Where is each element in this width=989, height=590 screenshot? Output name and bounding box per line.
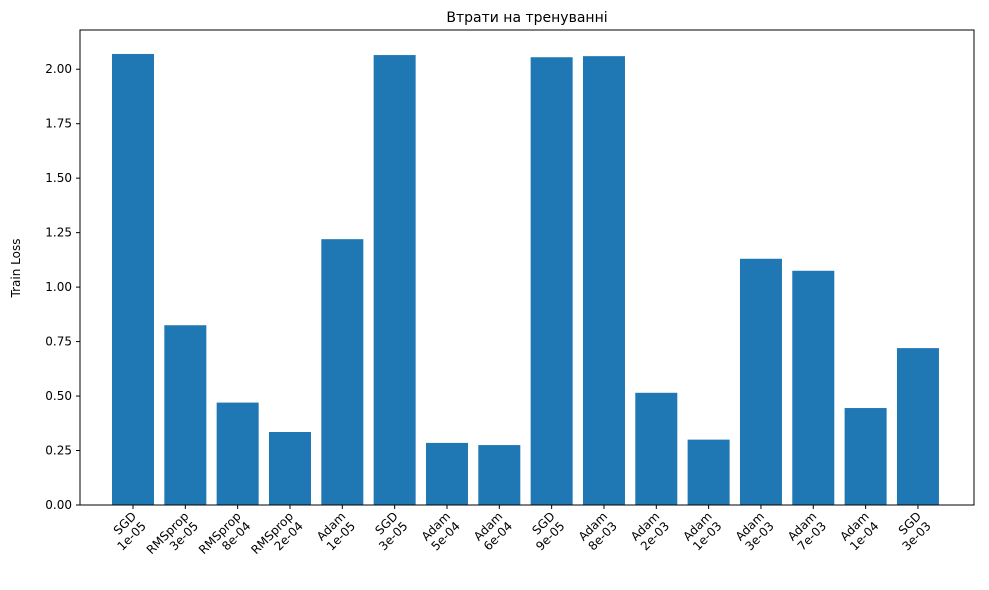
x-tick-label-4: Adam1e-05 (314, 509, 358, 553)
y-tick-label-7: 1.75 (45, 117, 72, 131)
x-tick-label-14: Adam1e-04 (837, 509, 881, 553)
y-tick-label-0: 0.00 (45, 498, 72, 512)
x-tick-label-15: SGD3e-03 (890, 509, 934, 553)
bar-6 (425, 442, 468, 505)
x-tick-label-10: Adam2e-03 (628, 509, 672, 553)
y-axis-ticks: 0.00 0.25 0.50 0.75 1.00 1.25 1.50 1.75 2.00 (45, 62, 80, 512)
bar-1 (164, 325, 207, 505)
bar-15 (896, 348, 939, 505)
bars-group (112, 53, 939, 506)
y-tick-label-1: 0.25 (45, 444, 72, 458)
x-tick-label-8: SGD9e-05 (523, 509, 567, 553)
bar-0 (112, 53, 154, 505)
x-tick-label-5: SGD3e-05 (366, 509, 410, 553)
x-tick-label-12: Adam3e-03 (733, 509, 777, 553)
y-tick-label-8: 2.00 (45, 62, 72, 76)
chart-title: Втрати на тренуванні (446, 10, 607, 26)
bar-7 (478, 445, 521, 505)
bar-13 (792, 270, 835, 505)
y-tick-label-4: 1.00 (45, 280, 72, 294)
bar-9 (582, 56, 625, 506)
x-tick-label-1: RMSprop3e-05 (144, 509, 202, 567)
y-axis-label: Train Loss (9, 239, 23, 299)
y-tick-label-3: 0.75 (45, 335, 72, 349)
x-tick-label-13: Adam7e-03 (785, 509, 829, 553)
x-tick-label-0: SGD1e-05 (105, 509, 149, 553)
x-tick-label-6: Adam5e-04 (419, 509, 463, 553)
bar-14 (844, 408, 887, 505)
x-tick-label-2: RMSprop8e-04 (196, 509, 254, 567)
bar-11 (687, 439, 730, 505)
x-tick-label-7: Adam6e-04 (471, 509, 515, 553)
x-tick-label-3: RMSprop2e-04 (248, 509, 306, 567)
y-tick-label-2: 0.50 (45, 389, 72, 403)
y-tick-label-5: 1.25 (45, 226, 72, 240)
x-tick-label-9: Adam8e-03 (576, 509, 620, 553)
bar-5 (373, 55, 416, 506)
bar-10 (635, 392, 678, 505)
bar-8 (530, 57, 573, 506)
bar-2 (216, 402, 259, 505)
y-tick-label-6: 1.50 (45, 171, 72, 185)
x-axis-ticks: SGD1e-05RMSprop3e-05RMSprop8e-04RMSprop2… (105, 505, 934, 567)
plot-frame (79, 29, 975, 506)
bar-3 (268, 432, 311, 505)
x-tick-label-11: Adam1e-03 (680, 509, 724, 553)
bar-4 (321, 239, 364, 506)
bar-12 (739, 258, 782, 505)
